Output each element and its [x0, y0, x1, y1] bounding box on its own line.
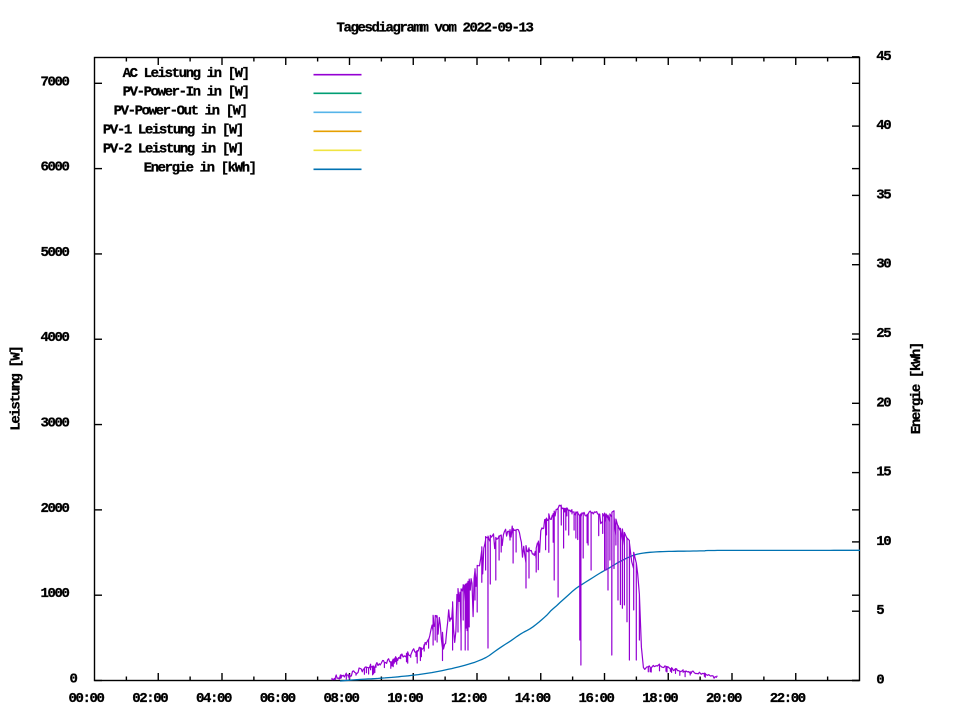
svg-text:5000: 5000	[40, 245, 69, 261]
svg-text:04:00: 04:00	[196, 691, 232, 707]
svg-text:7000: 7000	[40, 74, 69, 90]
svg-text:PV-Power-In in [W]: PV-Power-In in [W]	[123, 84, 249, 100]
svg-text:02:00: 02:00	[132, 691, 168, 707]
svg-text:08:00: 08:00	[323, 691, 359, 707]
svg-text:30: 30	[876, 257, 891, 273]
svg-text:PV-Power-Out in [W]: PV-Power-Out in [W]	[114, 103, 247, 119]
svg-text:Leistung [W]: Leistung [W]	[9, 347, 25, 431]
svg-text:12:00: 12:00	[451, 691, 487, 707]
svg-text:AC Leistung in [W]: AC Leistung in [W]	[123, 66, 249, 82]
svg-text:40: 40	[876, 118, 891, 134]
svg-text:0: 0	[69, 672, 77, 688]
svg-text:3000: 3000	[40, 416, 69, 432]
svg-text:PV-1 Leistung in [W]: PV-1 Leistung in [W]	[103, 122, 243, 138]
svg-text:10:00: 10:00	[387, 691, 423, 707]
svg-text:15: 15	[876, 465, 891, 481]
svg-text:20: 20	[876, 395, 891, 411]
svg-text:4000: 4000	[40, 330, 69, 346]
svg-text:Energie [kWh]: Energie [kWh]	[909, 343, 925, 434]
svg-text:22:00: 22:00	[770, 691, 806, 707]
svg-text:2000: 2000	[40, 501, 69, 517]
svg-text:PV-2 Leistung in [W]: PV-2 Leistung in [W]	[103, 141, 243, 157]
svg-text:00:00: 00:00	[68, 691, 104, 707]
svg-text:Energie in [kWh]: Energie in [kWh]	[144, 160, 256, 176]
svg-text:14:00: 14:00	[515, 691, 551, 707]
svg-text:18:00: 18:00	[642, 691, 678, 707]
svg-text:5: 5	[876, 603, 884, 619]
svg-text:Tagesdiagramm vom 2022-09-13: Tagesdiagramm vom 2022-09-13	[337, 21, 534, 37]
svg-text:06:00: 06:00	[260, 691, 296, 707]
svg-text:20:00: 20:00	[706, 691, 742, 707]
svg-text:45: 45	[876, 49, 891, 65]
svg-text:16:00: 16:00	[578, 691, 614, 707]
svg-text:10: 10	[876, 534, 891, 550]
svg-text:0: 0	[876, 673, 884, 689]
svg-text:25: 25	[876, 326, 891, 342]
svg-text:35: 35	[876, 187, 891, 203]
svg-text:6000: 6000	[40, 160, 69, 176]
svg-text:1000: 1000	[40, 586, 69, 602]
